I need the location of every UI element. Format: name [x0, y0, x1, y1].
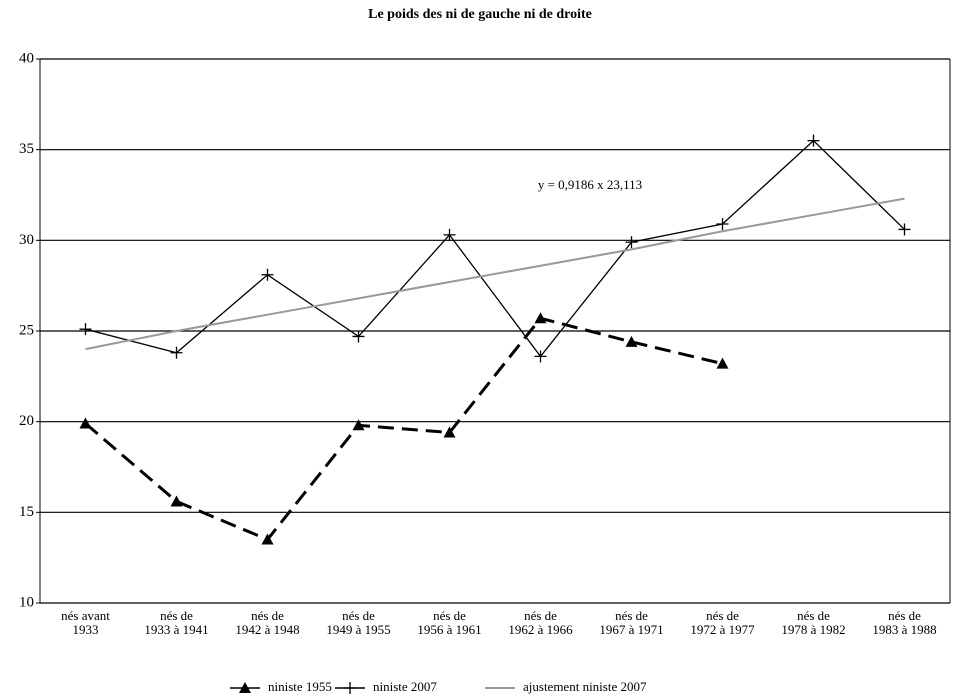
- marker: [807, 134, 820, 147]
- series-line: [85, 139, 905, 358]
- x-tick-label: nés de 1949 à 1955: [326, 608, 391, 637]
- legend-label: niniste 1955: [268, 679, 332, 694]
- x-tick-label: nés de 1962 à 1966: [508, 608, 573, 637]
- chart-title: Le poids des ni de gauche ni de droite: [368, 7, 592, 22]
- marker: [261, 268, 274, 281]
- marker: [534, 312, 547, 324]
- x-tick-label: nés avant 1933: [61, 608, 110, 637]
- y-tick-label: 30: [19, 232, 34, 248]
- marker: [625, 335, 638, 347]
- x-tick-label: nés de 1956 à 1961: [417, 608, 482, 637]
- marker: [716, 218, 729, 231]
- y-tick-label: 20: [19, 413, 34, 429]
- marker: [534, 350, 547, 363]
- marker: [344, 682, 356, 694]
- legend-label: ajustement niniste 2007: [523, 679, 647, 694]
- y-tick-label: 35: [19, 141, 34, 157]
- marker: [352, 419, 365, 431]
- marker: [170, 346, 183, 359]
- y-tick-label: 10: [19, 594, 34, 610]
- marker: [79, 323, 92, 336]
- annotation: y = 0,9186 x 23,113: [538, 177, 642, 192]
- marker: [239, 682, 251, 693]
- x-tick-label: nés de 1933 à 1941: [144, 608, 209, 637]
- x-tick-label: nés de 1972 à 1977: [690, 608, 755, 637]
- x-tick-label: nés de 1983 à 1988: [872, 608, 937, 637]
- marker: [79, 417, 92, 429]
- y-tick-label: 25: [19, 322, 34, 338]
- x-tick-label: nés de 1967 à 1971: [599, 608, 664, 637]
- x-tick-label: nés de 1942 à 1948: [235, 608, 300, 637]
- y-tick-label: 15: [19, 504, 34, 520]
- marker: [443, 426, 456, 438]
- y-tick-label: 40: [19, 50, 34, 66]
- series-line: [84, 316, 723, 542]
- marker: [716, 357, 729, 369]
- series-line: [85, 197, 905, 351]
- marker: [625, 236, 638, 249]
- marker: [170, 495, 183, 507]
- marker: [261, 533, 274, 545]
- marker: [443, 228, 456, 241]
- marker: [352, 330, 365, 343]
- legend-label: niniste 2007: [373, 679, 437, 694]
- x-tick-label: nés de 1978 à 1982: [781, 608, 846, 637]
- marker: [898, 223, 911, 236]
